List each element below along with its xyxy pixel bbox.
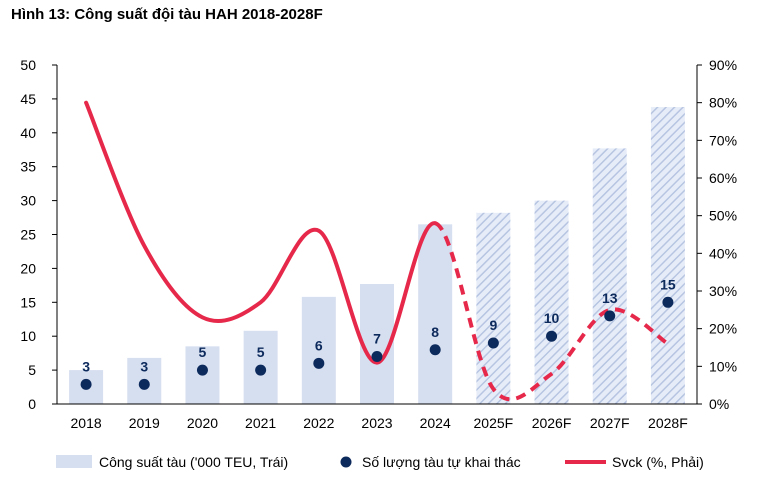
ship-count-label-2027F: 13 — [602, 290, 618, 306]
ship-count-dot-2018 — [80, 378, 92, 390]
bar-2022 — [301, 296, 336, 404]
right-tick-label: 60% — [709, 170, 737, 186]
bar-2028F — [650, 107, 685, 404]
right-tick-label: 30% — [709, 283, 737, 299]
x-tick-label: 2025F — [474, 415, 514, 431]
svck-point-2018 — [86, 102, 87, 103]
ship-count-label-2024: 8 — [431, 324, 439, 340]
ship-count-dot-2027F — [604, 310, 616, 322]
ship-count-label-2023: 7 — [373, 331, 381, 347]
legend-bar-swatch — [56, 455, 92, 468]
ship-count-dot-2025F — [487, 337, 499, 349]
ship-count-dot-2019 — [138, 378, 150, 390]
x-tick-label: 2022 — [303, 415, 334, 431]
left-tick-label: 10 — [20, 328, 36, 344]
left-tick-label: 20 — [20, 260, 36, 276]
ship-count-dot-2023 — [371, 351, 383, 363]
bar-2027F — [592, 148, 627, 404]
bar-2024 — [418, 224, 453, 404]
left-tick-label: 35 — [20, 159, 36, 175]
svck-point-2025F — [493, 388, 494, 389]
ship-count-label-2020: 5 — [199, 344, 207, 360]
left-tick-label: 25 — [20, 227, 36, 243]
x-tick-label: 2021 — [245, 415, 276, 431]
legend-line-label: Svck (%, Phải) — [612, 454, 704, 470]
right-tick-label: 20% — [709, 321, 737, 337]
x-tick-label: 2023 — [361, 415, 392, 431]
ship-count-label-2019: 3 — [140, 358, 148, 374]
svck-point-2019 — [144, 245, 145, 246]
left-tick-label: 0 — [28, 396, 36, 412]
svck-point-2023 — [377, 362, 378, 363]
right-tick-label: 90% — [709, 57, 737, 73]
right-tick-label: 40% — [709, 245, 737, 261]
svck-line-forecast — [434, 221, 670, 402]
bar-2026F — [534, 200, 569, 404]
x-tick-label: 2027F — [590, 415, 630, 431]
ship-count-dot-2028F — [662, 296, 674, 308]
figure-title: Hình 13: Công suất đội tàu HAH 2018-2028… — [11, 6, 323, 23]
svck-point-2021 — [260, 302, 261, 303]
ship-count-dot-2021 — [255, 364, 267, 376]
right-tick-label: 50% — [709, 208, 737, 224]
ship-count-dot-2020 — [196, 364, 208, 376]
x-tick-label: 2018 — [71, 415, 102, 431]
x-tick-label: 2020 — [187, 415, 218, 431]
legend-bar-label: Công suất tàu ('000 TEU, Trái) — [99, 454, 288, 470]
right-tick-label: 70% — [709, 132, 737, 148]
right-tick-label: 0% — [709, 396, 729, 412]
svck-point-2027F — [609, 309, 610, 310]
ship-count-label-2018: 3 — [82, 358, 90, 374]
left-tick-label: 45 — [20, 91, 36, 107]
x-tick-label: 2028F — [648, 415, 688, 431]
ship-count-label-2025F: 9 — [489, 317, 497, 333]
ship-count-dot-2026F — [546, 330, 558, 342]
bar-2025F — [476, 212, 511, 404]
svck-point-2022 — [318, 230, 319, 231]
ship-count-label-2021: 5 — [257, 344, 265, 360]
svck-point-2020 — [202, 317, 203, 318]
ship-count-label-2028F: 15 — [660, 276, 676, 292]
left-tick-label: 5 — [28, 362, 36, 378]
x-tick-label: 2026F — [532, 415, 572, 431]
x-tick-label: 2024 — [420, 415, 451, 431]
ship-count-label-2026F: 10 — [544, 310, 560, 326]
svck-line-actual — [84, 100, 438, 365]
left-tick-label: 15 — [20, 294, 36, 310]
ship-count-label-2022: 6 — [315, 337, 323, 353]
right-tick-label: 80% — [709, 95, 737, 111]
right-tick-label: 10% — [709, 358, 737, 374]
svck-point-2026F — [551, 373, 552, 374]
left-tick-label: 50 — [20, 57, 36, 73]
svck-point-2028F — [667, 343, 668, 344]
left-tick-label: 40 — [20, 125, 36, 141]
x-tick-label: 2019 — [129, 415, 160, 431]
left-tick-label: 30 — [20, 193, 36, 209]
legend-dot-label: Số lượng tàu tự khai thác — [362, 454, 521, 470]
ship-count-dot-2024 — [429, 344, 441, 356]
legend-dot-swatch — [340, 456, 352, 468]
ship-count-dot-2022 — [313, 357, 325, 369]
svck-point-2024 — [435, 223, 436, 224]
